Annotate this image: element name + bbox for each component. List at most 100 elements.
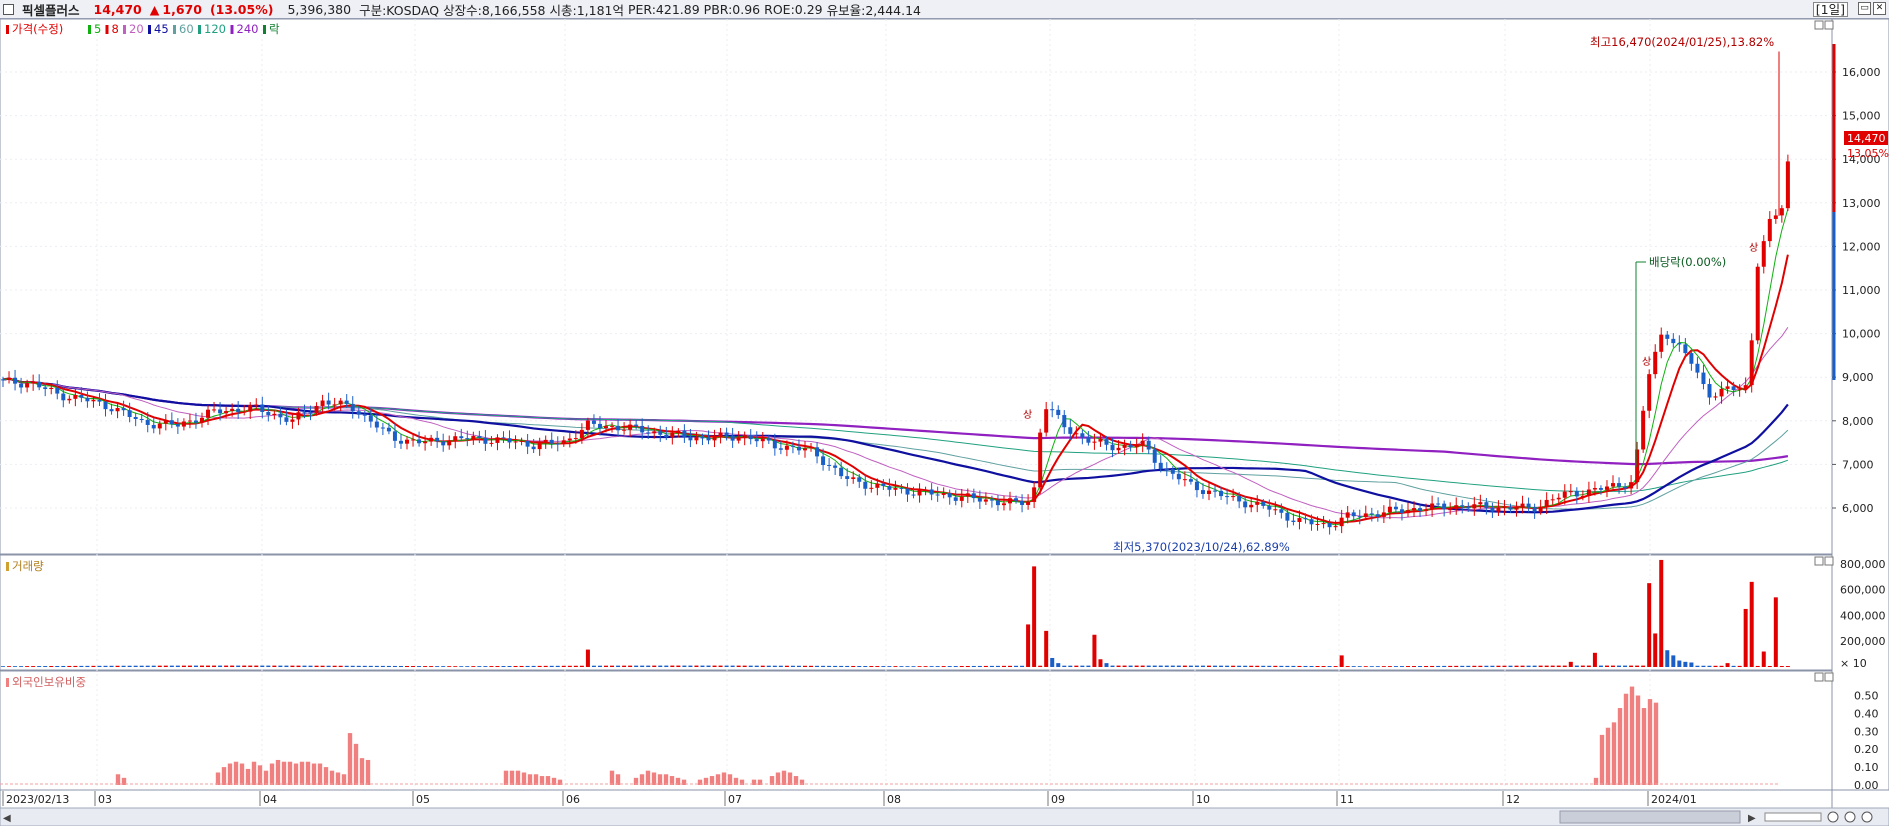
candle-body: [1701, 372, 1706, 385]
foreign-bar: [633, 777, 639, 785]
volume-bar: [151, 665, 156, 667]
candle-body: [1375, 514, 1380, 517]
legend-label-1: 5: [94, 22, 101, 36]
candle-body: [284, 417, 289, 422]
volume-bar: [519, 665, 524, 667]
candle-body: [772, 440, 777, 449]
candle-body: [971, 493, 976, 499]
volume-bar: [380, 665, 385, 667]
axis-strip: [1831, 18, 1889, 791]
restore-icon[interactable]: ▭: [1858, 2, 1871, 15]
candle-body: [1623, 486, 1628, 489]
foreign-bar: [799, 779, 805, 785]
foreign-bar: [221, 767, 227, 785]
candle-body: [435, 437, 440, 442]
candle-body: [350, 403, 355, 412]
volume-bar: [447, 666, 452, 667]
volume-bar: [272, 665, 277, 667]
candle-body: [1038, 432, 1043, 488]
volume-bar: [1140, 665, 1145, 667]
volume-bar: [175, 665, 180, 667]
candle-body: [1653, 351, 1658, 375]
volume-bar: [199, 665, 204, 667]
candle-body: [995, 500, 1000, 506]
volume-bar: [827, 665, 832, 667]
volume-bar: [507, 666, 512, 667]
volume-bar: [43, 666, 48, 667]
candle-body: [79, 394, 84, 398]
volume-bar: [965, 665, 970, 667]
volume-bar: [1056, 663, 1061, 667]
candle-body: [1526, 503, 1531, 507]
scroll-left-icon: ◀: [3, 813, 11, 824]
candle-body: [1158, 462, 1163, 470]
volume-bar: [1707, 665, 1712, 667]
candle-body: [296, 412, 301, 420]
volume-bar: [1556, 665, 1561, 667]
foreign-bar: [257, 765, 263, 785]
legend-marker: [148, 25, 151, 34]
volume-bar: [555, 665, 560, 667]
volume-bar: [712, 665, 717, 667]
candle-body: [338, 400, 343, 405]
stock-name[interactable]: 픽셀플러스: [22, 2, 80, 18]
candle-body: [839, 467, 844, 477]
volume-bar: [1381, 666, 1386, 667]
candle-body: [1405, 510, 1410, 514]
volume-bar: [881, 666, 886, 667]
volume-bar: [1062, 665, 1067, 667]
ma20-line: [2, 327, 1789, 519]
volume-bar: [591, 665, 596, 667]
volume-bar: [1442, 665, 1447, 667]
candle-body: [1128, 444, 1133, 448]
period-selector[interactable]: [1일]: [1812, 2, 1848, 17]
volume-bar: [935, 666, 940, 667]
candle-body: [1068, 427, 1073, 434]
volume-bar: [332, 665, 337, 667]
candle-body: [157, 423, 162, 429]
candle-body: [411, 439, 416, 441]
foreign-bar: [1617, 708, 1623, 785]
volume-bar: [1200, 665, 1205, 667]
candle-body: [1393, 506, 1398, 510]
volume-bar: [350, 665, 355, 667]
sang-marker: 상: [1023, 409, 1032, 421]
candle-body: [1351, 512, 1356, 517]
volume-bar: [145, 665, 150, 667]
volume-bar: [833, 665, 838, 667]
volume-bar: [754, 665, 759, 667]
foreign-bar: [557, 779, 563, 785]
volume-bar: [1647, 583, 1652, 667]
candle-body: [1412, 508, 1417, 511]
candle-body: [236, 408, 241, 412]
candle-body: [827, 464, 832, 466]
candle-body: [1122, 444, 1127, 448]
volume-bar: [1044, 630, 1049, 667]
close-icon[interactable]: ✕: [1873, 2, 1886, 15]
zoom-slider: [1764, 812, 1822, 822]
volume-bar: [543, 665, 548, 667]
candle-body: [507, 438, 512, 443]
candle-body: [1309, 519, 1314, 525]
candle-body: [151, 424, 156, 429]
foreign-bar: [521, 772, 527, 785]
candle-body: [115, 408, 120, 412]
volume-bar: [1568, 661, 1573, 667]
candle-body: [881, 483, 886, 487]
volume-bar: [1092, 634, 1097, 667]
legend-label-8: 락: [269, 22, 280, 36]
high-annotation: 최고16,470(2024/01/25),13.82%: [1590, 35, 1774, 49]
volume-bar: [1231, 665, 1236, 667]
candle-body: [441, 441, 446, 446]
market-cap: 시총:1,181억: [549, 2, 624, 18]
candle-body: [1231, 496, 1236, 498]
window-icon[interactable]: [3, 3, 14, 15]
volume-bar: [1152, 665, 1157, 667]
candle-body: [1484, 502, 1489, 509]
candle-body: [374, 421, 379, 428]
candle-body: [1387, 506, 1392, 513]
volume-bar: [652, 665, 657, 667]
price-tick-label: 12,000: [1842, 240, 1881, 253]
candle-body: [555, 443, 560, 445]
